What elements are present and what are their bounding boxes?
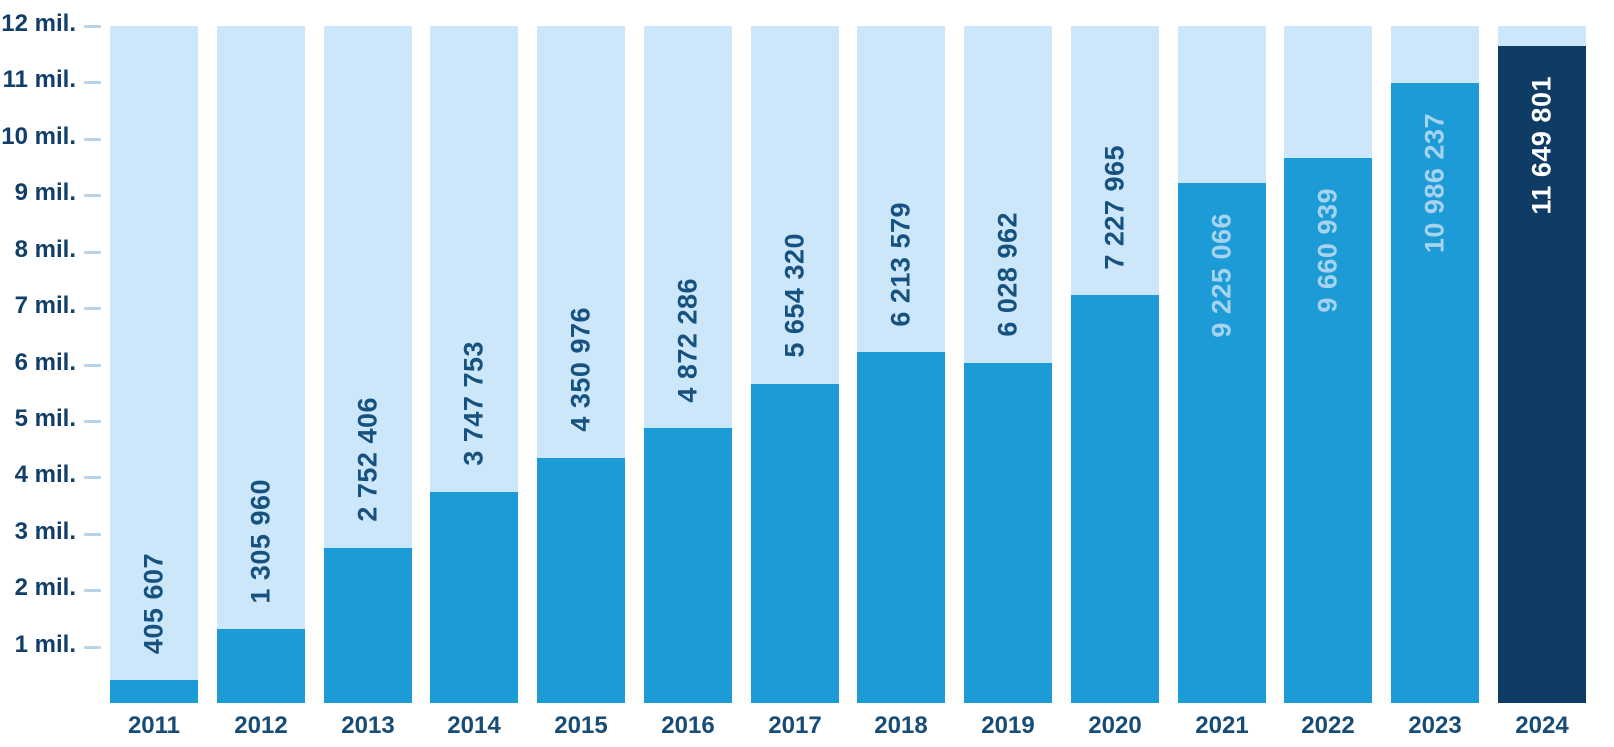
x-axis-label-2018: 2018 — [874, 712, 928, 739]
x-axis-label-2014: 2014 — [447, 712, 501, 739]
bar-column-2014: 3 747 753 — [430, 26, 518, 703]
y-axis-label: 11 mil. — [2, 66, 76, 94]
bar-value-label: 2 752 406 — [352, 397, 383, 522]
bar-column-2023: 10 986 237 — [1391, 26, 1479, 703]
bar-column-2022: 9 660 939 — [1284, 26, 1372, 703]
bar-fill-2015 — [537, 457, 625, 703]
bar-value-label: 4 350 976 — [565, 306, 596, 432]
x-axis-label-2022: 2022 — [1301, 712, 1355, 739]
bar-fill-2022 — [1284, 157, 1372, 703]
bar-column-2024: 11 649 801 — [1498, 26, 1586, 703]
y-axis-label: 1 mil. — [14, 630, 76, 658]
bar-fill-2019 — [964, 362, 1052, 703]
bar-value-label: 10 986 237 — [1419, 113, 1450, 254]
y-axis-label: 9 mil. — [14, 179, 76, 207]
bar-value-label: 6 028 962 — [992, 212, 1023, 337]
bar-fill-2013 — [324, 547, 412, 703]
y-axis-label: 10 mil. — [1, 122, 76, 150]
x-axis-label-2015: 2015 — [554, 712, 608, 739]
y-axis-tick — [84, 419, 101, 423]
y-axis-label: 8 mil. — [14, 235, 76, 263]
bar-value-label: 9 660 939 — [1312, 187, 1343, 313]
bar-value-label: 11 649 801 — [1526, 75, 1557, 215]
y-axis-tick — [84, 476, 101, 480]
bar-fill-2014 — [430, 491, 518, 703]
x-axis-label-2021: 2021 — [1195, 712, 1249, 739]
bar-value-label: 1 305 960 — [245, 478, 276, 604]
y-axis-tick — [84, 645, 101, 649]
bar-column-2017: 5 654 320 — [751, 26, 839, 703]
y-axis-tick — [84, 137, 101, 141]
y-axis-label: 3 mil. — [14, 517, 76, 545]
y-axis: 12 mil. 11 mil. 10 mil. 9 mil. 8 mil. 7 mil. 6… — [0, 10, 104, 703]
y-axis-label: 12 mil. — [1, 10, 76, 37]
bar-fill-2023 — [1391, 83, 1479, 703]
bar-fill-2024 — [1498, 45, 1586, 703]
bar-fill-2021 — [1178, 182, 1266, 703]
bar-fill-2018 — [857, 352, 945, 703]
x-axis-label-2016: 2016 — [661, 712, 715, 739]
bar-column-2018: 6 213 579 — [857, 26, 945, 703]
x-axis-label-2019: 2019 — [981, 712, 1035, 739]
y-axis-label: 4 mil. — [14, 461, 76, 489]
y-axis-tick — [84, 250, 101, 254]
bar-fill-2020 — [1071, 295, 1159, 703]
bar-fill-2016 — [644, 428, 732, 703]
bar-column-2012: 1 305 960 — [217, 26, 305, 703]
bar-fill-2012 — [217, 629, 305, 703]
bar-value-label: 3 747 753 — [458, 340, 489, 466]
bar-fill-2011 — [110, 680, 198, 703]
y-axis-tick — [84, 532, 101, 536]
bar-column-2020: 7 227 965 — [1071, 26, 1159, 703]
bar-value-label: 6 213 579 — [885, 201, 916, 327]
y-axis-tick — [84, 589, 101, 593]
y-axis-label: 7 mil. — [14, 292, 76, 320]
bar-column-2016: 4 872 286 — [644, 26, 732, 703]
y-axis-tick — [84, 25, 101, 28]
bar-value-label: 5 654 320 — [779, 233, 810, 359]
x-axis-label-2024: 2024 — [1515, 712, 1569, 739]
y-axis-label: 6 mil. — [14, 348, 76, 376]
x-axis-label-2012: 2012 — [234, 712, 288, 739]
y-axis-tick — [84, 363, 101, 367]
y-axis-tick — [84, 194, 101, 198]
y-axis-label: 5 mil. — [14, 404, 76, 432]
bar-value-label: 405 607 — [138, 553, 169, 655]
bar-column-2015: 4 350 976 — [537, 26, 625, 703]
bar-fill-2017 — [751, 384, 839, 703]
x-axis-label-2017: 2017 — [768, 712, 822, 739]
bar-column-2019: 6 028 962 — [964, 26, 1052, 703]
x-axis-label-2020: 2020 — [1088, 712, 1142, 739]
y-axis-label: 2 mil. — [14, 574, 76, 602]
bar-column-2013: 2 752 406 — [324, 26, 412, 703]
x-axis-label-2023: 2023 — [1408, 712, 1462, 739]
plot-area: 405 607 2011 1 305 960 2012 2 752 406 2013 3 7… — [110, 26, 1590, 739]
bar-column-2011: 405 607 — [110, 26, 198, 703]
y-axis-tick — [84, 307, 101, 311]
x-axis-label-2011: 2011 — [127, 712, 181, 739]
bar-value-label: 9 225 066 — [1206, 212, 1237, 338]
y-axis-tick — [84, 81, 101, 85]
x-axis-label-2013: 2013 — [341, 712, 395, 739]
bar-value-label: 4 872 286 — [672, 277, 703, 403]
bar-column-2021: 9 225 066 — [1178, 26, 1266, 703]
bar-value-label: 7 227 965 — [1099, 144, 1130, 270]
